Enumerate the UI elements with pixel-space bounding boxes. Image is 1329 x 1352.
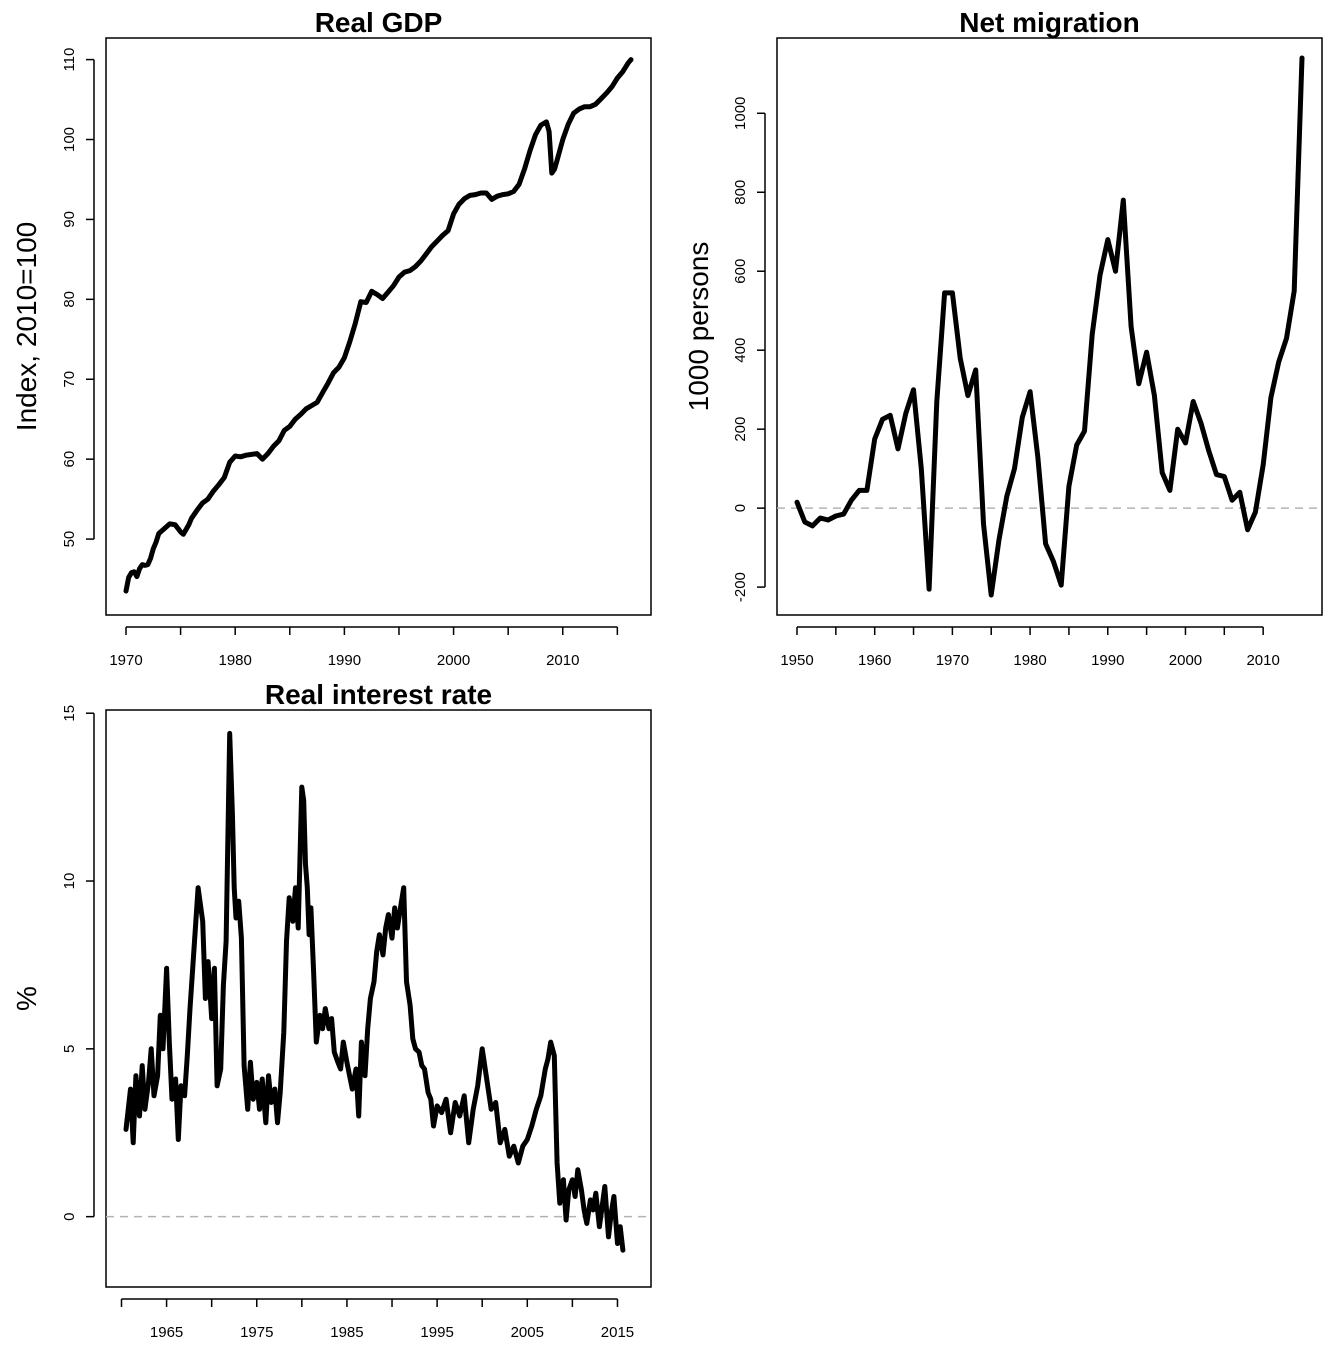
series-line bbox=[123, 730, 626, 1253]
series-marks bbox=[123, 57, 634, 594]
panel-net-migration: Net migration 1000 persons 1950 1960 1970 1… bbox=[683, 7, 1323, 669]
x-tick-label: 1965 bbox=[150, 1324, 183, 1341]
x-tick-label: 2000 bbox=[437, 652, 470, 669]
y-tick-label: 110 bbox=[61, 48, 78, 72]
x-tick-label: 1985 bbox=[330, 1324, 363, 1341]
axes: 1950 1960 1970 1980 1990 2000 2010 -200 0 200 400 6… bbox=[732, 97, 1280, 669]
y-tick-label: -200 bbox=[732, 572, 749, 602]
y-axis-label: Index, 2010=100 bbox=[11, 222, 42, 431]
y-tick-label: 60 bbox=[61, 451, 78, 468]
x-tick-label: 1980 bbox=[1013, 652, 1046, 669]
y-tick-label: 5 bbox=[61, 1045, 78, 1053]
chart-title: Real GDP bbox=[315, 7, 443, 38]
y-tick-label: 80 bbox=[61, 291, 78, 308]
x-tick-label: 1990 bbox=[1091, 652, 1124, 669]
chart-title: Real interest rate bbox=[265, 679, 492, 710]
series-marks bbox=[106, 730, 651, 1253]
plot-frame bbox=[776, 37, 1323, 616]
y-tick-label: 90 bbox=[61, 211, 78, 228]
y-tick-label: 0 bbox=[61, 1212, 78, 1220]
series-line bbox=[794, 55, 1305, 598]
y-tick-label: 400 bbox=[732, 338, 749, 363]
plot-frame bbox=[105, 709, 652, 1288]
x-tick-label: 1970 bbox=[936, 652, 969, 669]
y-tick-label: 1000 bbox=[732, 97, 749, 130]
y-tick-label: 10 bbox=[61, 873, 78, 890]
series-marks bbox=[777, 55, 1322, 598]
chart-title: Net migration bbox=[959, 7, 1139, 38]
y-tick-label: 50 bbox=[61, 531, 78, 548]
y-tick-label: 200 bbox=[732, 417, 749, 442]
x-tick-label: 2010 bbox=[546, 652, 579, 669]
x-tick-label: 1970 bbox=[109, 652, 142, 669]
y-tick-label: 100 bbox=[61, 127, 78, 152]
x-tick-label: 1995 bbox=[420, 1324, 453, 1341]
y-tick-label: 600 bbox=[732, 259, 749, 284]
series-line bbox=[123, 57, 634, 594]
y-axis-label: 1000 persons bbox=[683, 242, 714, 412]
y-axis-label: % bbox=[11, 986, 42, 1011]
x-tick-label: 1980 bbox=[219, 652, 252, 669]
plot-frame bbox=[105, 37, 652, 616]
x-tick-label: 2005 bbox=[511, 1324, 544, 1341]
x-tick-label: 1950 bbox=[780, 652, 813, 669]
panel-real-interest-rate: Real interest rate % 1965 1975 1985 1995 200… bbox=[11, 679, 652, 1341]
x-tick-label: 1975 bbox=[240, 1324, 273, 1341]
x-tick-label: 1990 bbox=[328, 652, 361, 669]
y-tick-label: 70 bbox=[61, 371, 78, 388]
axes: 1970 1980 1990 2000 2010 50 60 70 80 90 100 110 bbox=[61, 48, 619, 669]
x-tick-label: 2015 bbox=[601, 1324, 634, 1341]
axes: 1965 1975 1985 1995 2005 2015 0 5 10 15 bbox=[61, 705, 634, 1341]
y-tick-label: 15 bbox=[61, 705, 78, 722]
x-tick-label: 1960 bbox=[858, 652, 891, 669]
y-tick-label: 800 bbox=[732, 180, 749, 205]
x-tick-label: 2000 bbox=[1169, 652, 1202, 669]
x-tick-label: 2010 bbox=[1246, 652, 1279, 669]
panel-real-gdp: Real GDP Index, 2010=100 1970 1980 1990 200… bbox=[11, 7, 652, 669]
y-tick-label: 0 bbox=[732, 504, 749, 512]
